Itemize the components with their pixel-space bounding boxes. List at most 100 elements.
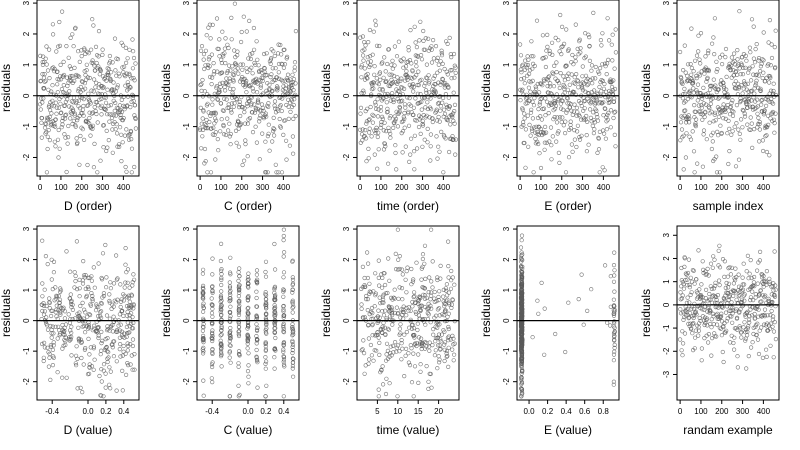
- data-point: [45, 262, 50, 267]
- x-axis-label: time (order): [377, 199, 439, 213]
- data-point: [281, 357, 287, 362]
- data-point: [281, 289, 286, 294]
- data-point: [731, 293, 736, 299]
- data-point: [556, 38, 561, 43]
- x-tick-label: 300: [736, 407, 750, 416]
- data-point: [695, 303, 700, 309]
- data-point: [97, 97, 102, 102]
- data-point: [105, 324, 110, 329]
- data-point: [733, 79, 738, 84]
- data-point: [121, 343, 126, 349]
- data-point: [687, 311, 693, 316]
- data-point: [590, 76, 595, 81]
- data-point: [428, 144, 433, 149]
- data-point: [84, 62, 89, 67]
- data-point: [262, 66, 267, 71]
- data-point: [537, 100, 543, 105]
- data-point: [574, 129, 580, 134]
- data-point: [83, 72, 88, 78]
- data-point: [264, 297, 269, 302]
- data-point: [521, 76, 527, 81]
- data-point: [132, 103, 138, 108]
- data-point: [594, 112, 599, 117]
- point-series: [37, 9, 138, 175]
- data-point: [290, 340, 295, 345]
- data-point: [568, 119, 573, 124]
- data-point: [57, 19, 62, 25]
- data-point: [704, 316, 710, 321]
- data-point: [113, 113, 119, 118]
- data-point: [383, 69, 388, 74]
- data-point: [236, 329, 241, 334]
- data-point: [766, 62, 771, 67]
- data-point: [392, 44, 398, 49]
- data-point: [247, 115, 253, 121]
- data-point: [695, 98, 700, 103]
- data-point: [124, 71, 129, 76]
- data-point: [364, 159, 369, 164]
- data-point: [376, 335, 381, 340]
- data-point: [707, 291, 712, 297]
- data-point: [40, 308, 45, 314]
- data-point: [729, 265, 735, 270]
- data-point: [547, 139, 552, 144]
- data-point: [412, 290, 417, 295]
- data-point: [201, 309, 206, 314]
- data-point: [198, 82, 203, 88]
- data-point: [575, 46, 580, 52]
- y-axis-label: residuals: [479, 64, 493, 112]
- data-point: [426, 81, 432, 86]
- data-point: [564, 110, 569, 115]
- data-point: [395, 124, 401, 129]
- x-axis-label: D (value): [64, 423, 113, 437]
- data-point: [292, 68, 297, 73]
- data-point: [685, 270, 691, 276]
- data-point: [290, 259, 295, 264]
- data-point: [39, 135, 44, 140]
- data-point: [264, 114, 269, 119]
- x-tick-label: 400: [597, 183, 611, 192]
- data-point: [720, 80, 726, 85]
- data-point: [258, 85, 263, 90]
- data-point: [420, 256, 426, 262]
- data-point: [129, 76, 134, 81]
- plot-frame: [196, 0, 300, 177]
- data-point: [545, 44, 550, 50]
- data-point: [433, 90, 438, 95]
- data-point: [728, 104, 734, 109]
- data-point: [263, 292, 268, 297]
- data-point: [199, 121, 204, 126]
- x-tick-label: 400: [437, 183, 451, 192]
- data-point: [245, 154, 250, 159]
- data-point: [381, 382, 386, 387]
- data-point: [408, 343, 413, 348]
- data-point: [532, 63, 537, 69]
- data-point: [264, 359, 269, 364]
- data-point: [47, 300, 52, 305]
- data-point: [77, 277, 82, 283]
- data-point: [420, 264, 425, 269]
- data-point: [435, 70, 440, 75]
- data-point: [377, 352, 382, 358]
- data-point: [66, 55, 71, 60]
- data-point: [130, 92, 135, 97]
- data-point: [754, 97, 760, 102]
- x-tick-label: 0: [38, 183, 43, 192]
- data-point: [418, 369, 423, 374]
- data-point: [236, 325, 242, 330]
- data-point: [406, 111, 411, 116]
- data-point: [51, 340, 56, 345]
- data-point: [769, 100, 774, 105]
- data-point: [99, 112, 104, 117]
- data-point: [285, 77, 290, 82]
- data-point: [596, 136, 601, 141]
- y-tick-label: -2: [662, 153, 671, 161]
- data-point: [228, 270, 233, 275]
- data-point: [88, 302, 93, 307]
- data-point: [263, 394, 268, 399]
- data-point: [218, 304, 223, 310]
- data-point: [519, 301, 524, 306]
- data-point: [408, 319, 413, 324]
- data-point: [278, 42, 283, 48]
- data-point: [93, 308, 99, 313]
